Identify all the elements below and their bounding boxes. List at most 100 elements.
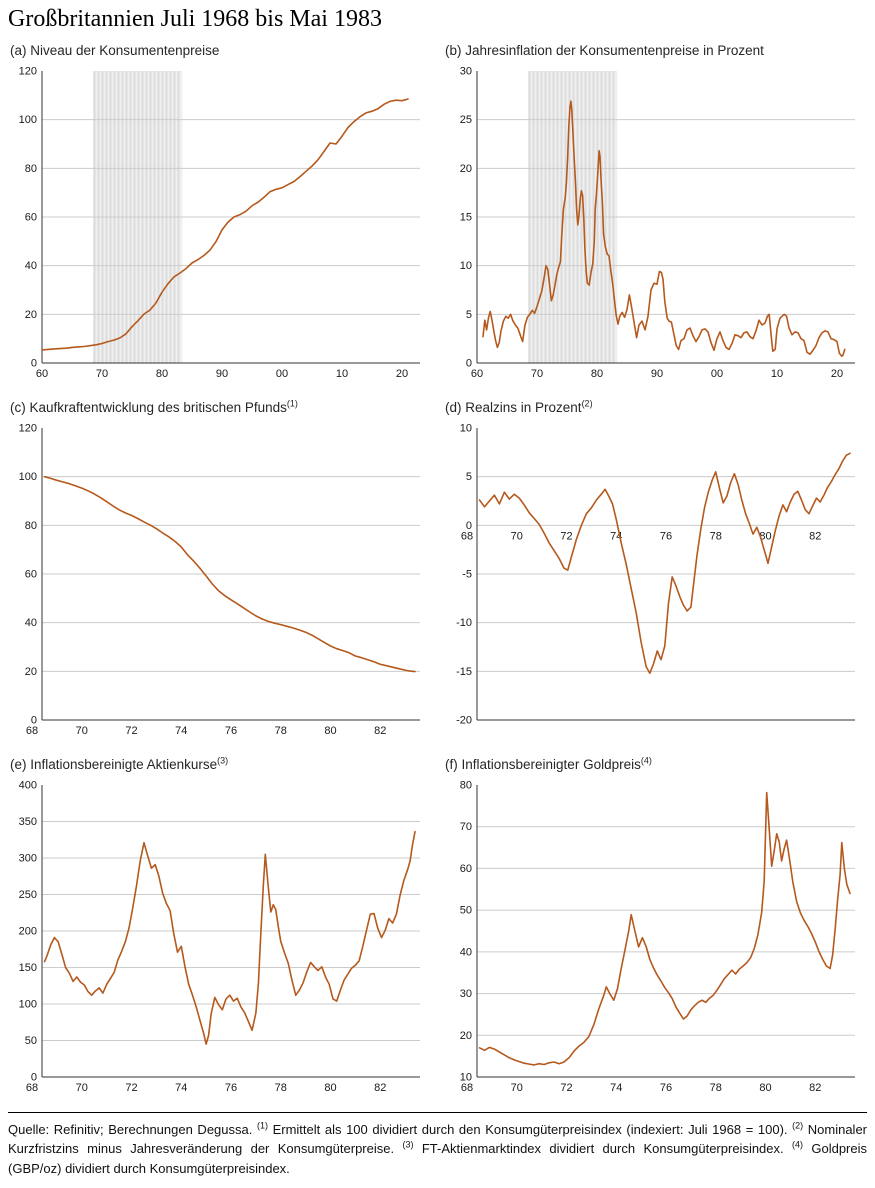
source-note-text: Goldpreis (GBP/oz) dividiert durch Konsu… — [8, 1141, 868, 1176]
chart-title-f: (f) Inflationsbereinigter Goldpreis(4) — [445, 755, 867, 772]
y-tick-label: 60 — [25, 211, 37, 223]
y-tick-label: 50 — [25, 1035, 37, 1047]
data-series-line — [478, 452, 851, 674]
x-tick-label: 70 — [76, 1082, 88, 1094]
y-tick-label: 100 — [19, 471, 37, 483]
x-tick-label: 20 — [396, 368, 408, 380]
chart-title-b: (b) Jahresinflation der Konsumentenpreis… — [445, 43, 867, 58]
y-tick-label: 25 — [460, 114, 472, 126]
x-tick-label: 82 — [374, 1082, 386, 1094]
y-tick-label: 10 — [460, 422, 472, 434]
x-tick-label: 74 — [175, 1082, 187, 1094]
x-tick-label: 82 — [809, 530, 821, 542]
line-chart-real-equities: 0 50 100 150 200 250 300 350 400 68 70 72 74 76 78 80 82 — [19, 779, 420, 1094]
y-tick-label: 40 — [25, 260, 37, 272]
x-tick-label: 00 — [711, 368, 723, 380]
chart-panel-f: (f) Inflationsbereinigter Goldpreis(4) 1… — [443, 755, 867, 1101]
y-tick-label: 30 — [460, 65, 472, 77]
y-tick-label: 10 — [460, 1071, 472, 1083]
y-tick-label: 0 — [466, 357, 472, 369]
y-tick-label: 0 — [31, 714, 37, 726]
x-tick-label: 74 — [175, 725, 187, 737]
y-tick-label: 350 — [19, 816, 37, 828]
y-tick-label: 120 — [19, 422, 37, 434]
line-chart-real-gold: 10 20 30 40 50 60 70 80 68 70 72 74 76 78 80 82 — [460, 779, 855, 1094]
x-tick-label: 00 — [276, 368, 288, 380]
data-series-line — [43, 830, 416, 1045]
y-tick-label: -5 — [462, 568, 472, 580]
x-tick-label: 70 — [76, 725, 88, 737]
x-tick-label: 78 — [275, 725, 287, 737]
x-tick-label: 70 — [531, 368, 543, 380]
chart-panel-b: (b) Jahresinflation der Konsumentenpreis… — [443, 43, 867, 387]
y-tick-label: -20 — [456, 714, 472, 726]
line-chart-purchasing-power: 0 20 40 60 80 100 120 68 70 72 74 76 78 80 82 — [19, 422, 420, 737]
source-note-text: FT-Aktienmarktindex dividiert durch Kons… — [413, 1141, 792, 1157]
y-tick-label: 400 — [19, 779, 37, 791]
x-tick-label: 80 — [759, 530, 771, 542]
chart-title-a: (a) Niveau der Konsumentenpreise — [10, 43, 432, 58]
y-tick-label: 20 — [25, 308, 37, 320]
footnote-mark: (4) — [640, 755, 652, 766]
source-note: Quelle: Refinitiv; Berechnungen Degussa.… — [8, 1111, 868, 1188]
x-tick-label: 68 — [26, 725, 38, 737]
x-tick-label: 76 — [660, 1082, 672, 1094]
y-tick-label: 10 — [460, 260, 472, 272]
y-tick-label: 30 — [460, 988, 472, 1000]
y-tick-label: 40 — [460, 946, 472, 958]
y-tick-label: -10 — [456, 617, 472, 629]
y-tick-label: 100 — [19, 114, 37, 126]
x-tick-label: 90 — [651, 368, 663, 380]
y-tick-label: 0 — [466, 519, 472, 531]
x-tick-label: 72 — [560, 1082, 572, 1094]
source-note-text: Nominaler Kurzfristzins minus Jahresverä… — [8, 1121, 868, 1157]
x-tick-label: 76 — [225, 1082, 237, 1094]
x-tick-label: 60 — [471, 368, 483, 380]
x-tick-label: 80 — [324, 1082, 336, 1094]
x-tick-label: 70 — [96, 368, 108, 380]
chart-title-c: (c) Kaufkraftentwicklung des britischen … — [10, 399, 432, 415]
x-tick-label: 10 — [771, 368, 783, 380]
x-tick-label: 70 — [511, 1082, 523, 1094]
x-tick-label: 80 — [591, 368, 603, 380]
x-tick-label: 80 — [156, 368, 168, 380]
chart-title-text: (d) Realzins in Prozent — [445, 399, 582, 415]
chart-title-text: (f) Inflationsbereinigter Goldpreis — [445, 756, 641, 772]
line-chart-inflation: 0 5 10 15 20 25 30 60 70 80 90 00 10 20 — [460, 65, 855, 380]
y-tick-label: 80 — [25, 162, 37, 174]
y-tick-label: 250 — [19, 889, 37, 901]
y-tick-label: 120 — [19, 65, 37, 77]
footnote-mark: (4) — [792, 1139, 803, 1150]
y-tick-label: 5 — [466, 471, 472, 483]
y-tick-label: 80 — [25, 519, 37, 531]
y-tick-label: 50 — [460, 904, 472, 916]
y-tick-label: 15 — [460, 211, 472, 223]
y-tick-label: 60 — [460, 863, 472, 875]
footnote-mark: (3) — [217, 755, 229, 766]
y-tick-label: 20 — [460, 1029, 472, 1041]
y-tick-label: 60 — [25, 568, 37, 580]
chart-title-text: (e) Inflationsbereinigte Aktienkurse — [10, 756, 218, 772]
footnote-mark: (3) — [402, 1139, 414, 1150]
x-tick-label: 82 — [809, 1082, 821, 1094]
y-tick-label: 40 — [25, 617, 37, 629]
chart-panel-e: (e) Inflationsbereinigte Aktienkurse(3) … — [8, 755, 432, 1101]
y-tick-label: 80 — [460, 779, 472, 791]
y-tick-label: -15 — [456, 665, 472, 677]
data-series-line — [43, 475, 416, 672]
x-tick-label: 76 — [225, 725, 237, 737]
x-tick-label: 78 — [710, 1082, 722, 1094]
footnote-mark: (2) — [581, 398, 593, 409]
y-tick-label: 300 — [19, 852, 37, 864]
x-tick-label: 10 — [336, 368, 348, 380]
x-tick-label: 82 — [374, 725, 386, 737]
footnote-mark: (2) — [792, 1120, 804, 1131]
chart-panel-c: (c) Kaufkraftentwicklung des britischen … — [8, 399, 432, 744]
x-tick-label: 72 — [560, 530, 572, 542]
x-tick-label: 78 — [275, 1082, 287, 1094]
y-tick-label: 0 — [31, 1071, 37, 1083]
x-tick-label: 20 — [831, 368, 843, 380]
y-tick-label: 70 — [460, 821, 472, 833]
data-series-line — [482, 99, 846, 357]
